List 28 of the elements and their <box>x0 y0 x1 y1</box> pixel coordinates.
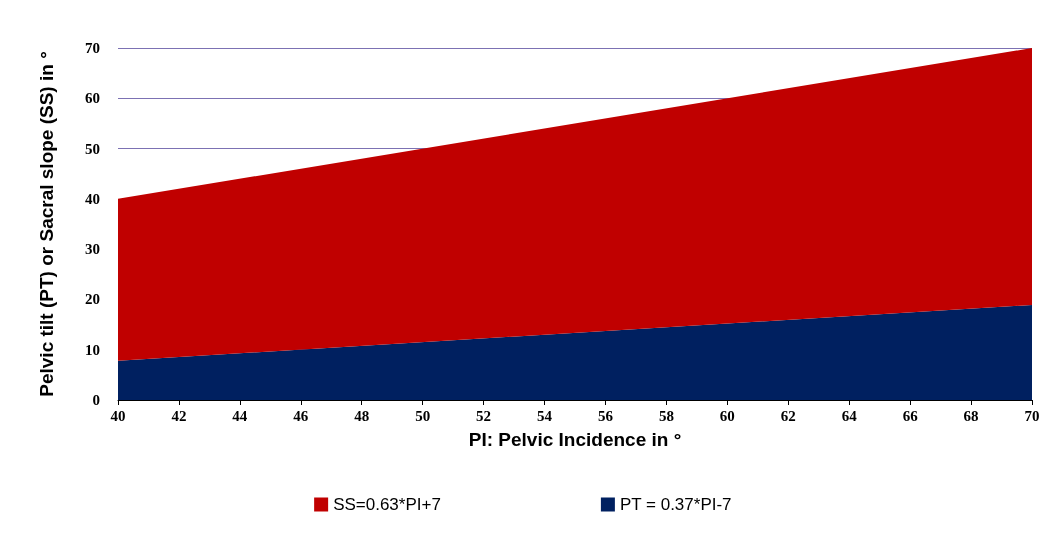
x-tick-label: 40 <box>110 407 126 424</box>
y-tick-label: 20 <box>85 291 100 308</box>
x-tick-label: 56 <box>597 407 614 424</box>
legend-label: PT = 0.37*PI-7 <box>619 495 732 514</box>
y-tick-label: 0 <box>92 392 100 408</box>
x-tick-label: 70 <box>1024 407 1040 424</box>
y-tick-label: 30 <box>85 241 100 258</box>
y-tick-label: 70 <box>85 40 100 56</box>
x-tick-label: 46 <box>293 407 309 424</box>
x-tick-label: 62 <box>780 407 796 424</box>
x-tick-label: 50 <box>415 407 431 424</box>
y-tick-label: 40 <box>85 190 100 207</box>
y-tick-label: 60 <box>85 90 100 107</box>
y-axis-title: Pelvic tilt (PT) or Sacral slope (SS) in ° <box>36 51 57 397</box>
x-tick-label: 68 <box>963 407 979 424</box>
x-tick-label: 54 <box>537 407 553 424</box>
x-axis-title: PI: Pelvic Incidence in ° <box>468 429 682 450</box>
legend-label: SS=0.63*PI+7 <box>333 495 441 514</box>
y-tick-label: 50 <box>85 140 100 157</box>
x-tick-label: 42 <box>171 407 187 424</box>
x-tick-label: 52 <box>476 407 492 424</box>
x-tick-label: 44 <box>232 407 248 424</box>
x-tick-label: 58 <box>658 407 674 424</box>
x-tick-label: 66 <box>902 407 919 424</box>
x-tick-label: 48 <box>354 407 370 424</box>
y-tick-label: 10 <box>85 341 100 358</box>
x-tick-label: 60 <box>719 407 735 424</box>
x-tick-label: 64 <box>841 407 858 424</box>
